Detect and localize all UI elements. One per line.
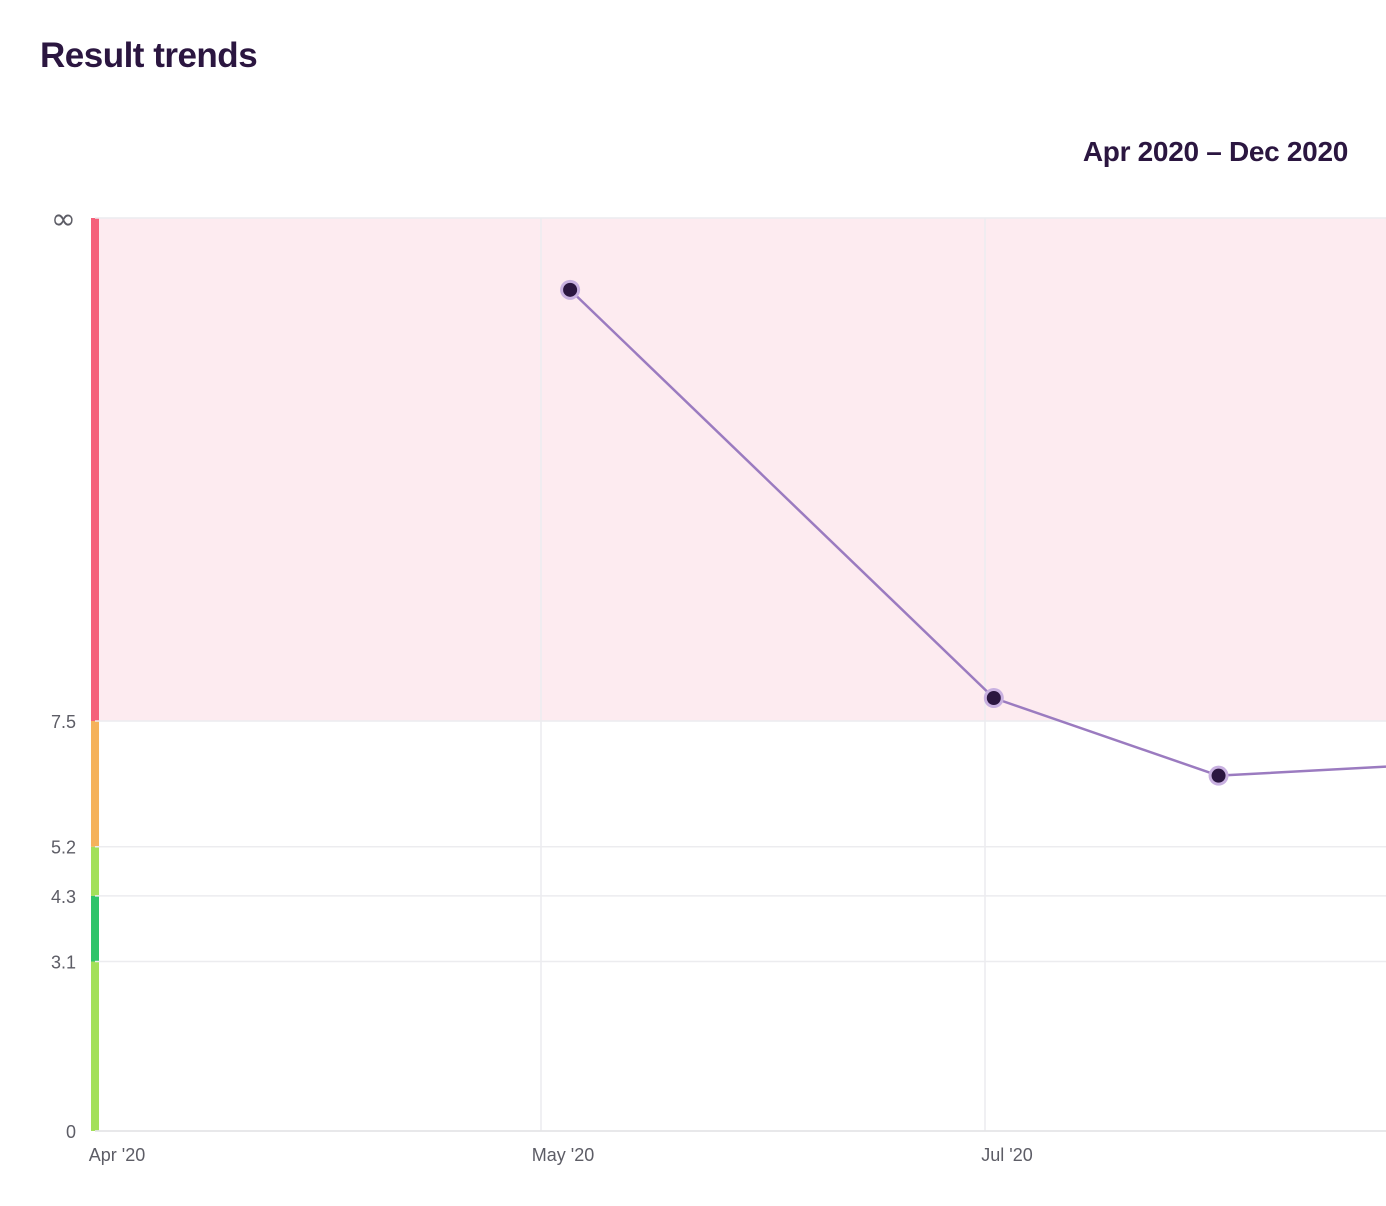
- data-point[interactable]: [983, 688, 1004, 709]
- severity-bar-segment-0: [91, 961, 99, 1131]
- data-point-marker: [563, 282, 578, 297]
- x-tick-label: Apr '20: [89, 1145, 145, 1165]
- y-tick-infinity: ∞: [51, 202, 76, 237]
- y-tick-label: 4.3: [51, 887, 76, 907]
- severity-bar-segment-2: [91, 846, 99, 896]
- severity-bar-segment-3: [91, 721, 99, 847]
- data-point-marker: [986, 691, 1001, 706]
- severity-bar-segment-1: [91, 895, 99, 962]
- data-point[interactable]: [1208, 765, 1229, 786]
- date-range-label[interactable]: Apr 2020 – Dec 2020: [1082, 136, 1348, 167]
- page-title: Result trends: [40, 36, 258, 75]
- severity-bar-segment-4: [91, 218, 99, 721]
- data-point[interactable]: [560, 279, 581, 300]
- y-tick-label: 0: [66, 1122, 76, 1142]
- y-tick-label: 7.5: [51, 712, 76, 732]
- y-tick-label: 3.1: [51, 953, 76, 973]
- high-range-band: [95, 218, 1386, 721]
- data-point-marker: [1211, 768, 1226, 783]
- x-tick-label: Jul '20: [981, 1145, 1032, 1165]
- y-tick-label: 5.2: [51, 838, 76, 858]
- series-line: [569, 288, 1386, 777]
- x-tick-label: May '20: [532, 1145, 594, 1165]
